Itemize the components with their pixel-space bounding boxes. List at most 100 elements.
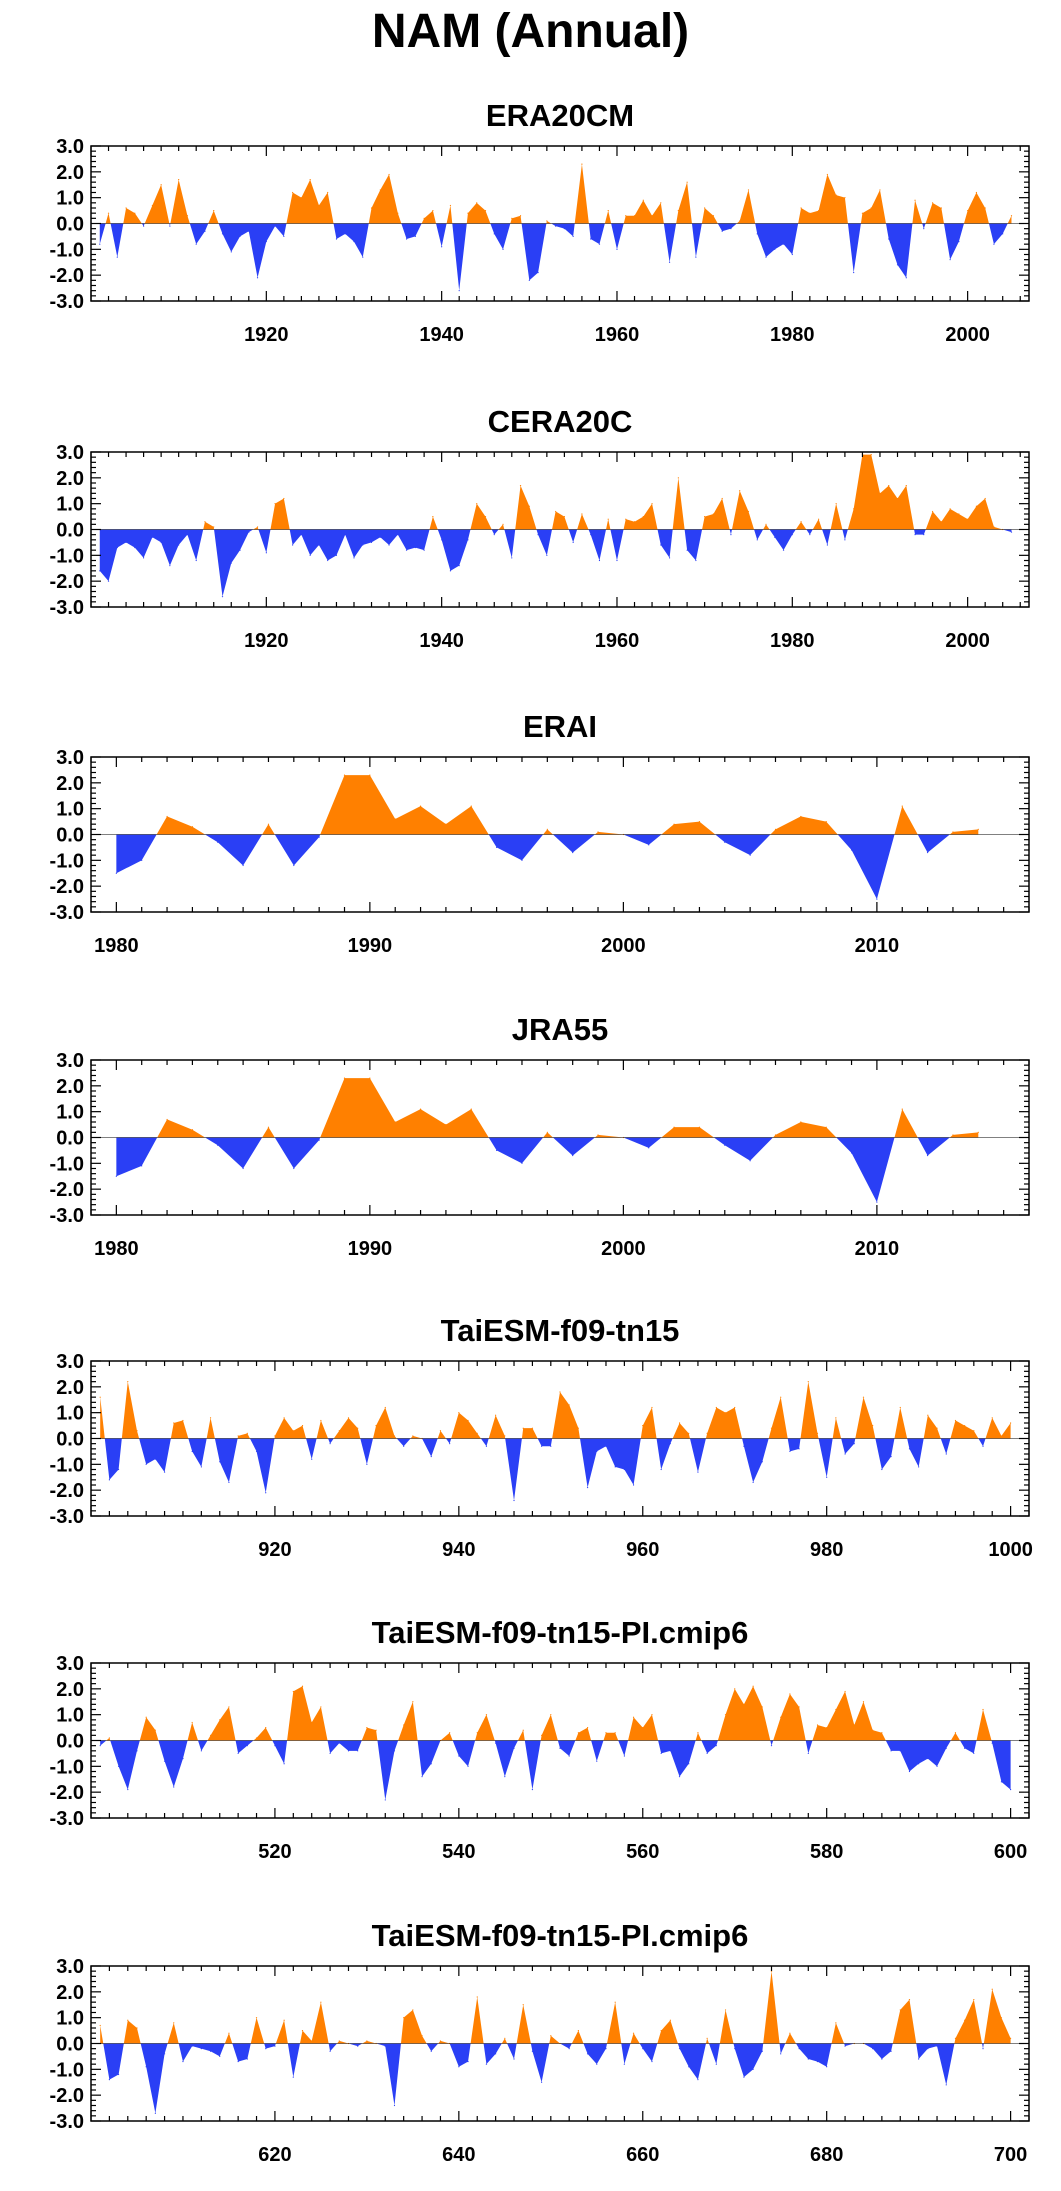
data-point bbox=[800, 207, 802, 209]
data-point bbox=[896, 497, 899, 500]
data-point bbox=[274, 1435, 276, 1437]
data-point bbox=[467, 2060, 469, 2063]
data-point bbox=[940, 521, 942, 523]
data-point bbox=[712, 215, 715, 217]
x-tick-label: 960 bbox=[626, 1539, 659, 1561]
data-point bbox=[954, 1732, 957, 1734]
data-point bbox=[704, 207, 706, 209]
negative-anomaly-area bbox=[100, 1438, 1011, 1501]
data-point bbox=[614, 1466, 616, 1468]
data-point bbox=[335, 238, 338, 240]
data-point bbox=[881, 1732, 883, 1734]
data-point bbox=[439, 1430, 442, 1432]
data-point bbox=[780, 1396, 782, 1398]
positive-anomaly-area bbox=[99, 454, 1012, 530]
data-point bbox=[375, 1729, 377, 1731]
data-point bbox=[905, 277, 907, 279]
data-point bbox=[770, 1427, 773, 1429]
x-tick-label: 1990 bbox=[348, 1238, 393, 1260]
data-point bbox=[384, 1406, 386, 1409]
data-point bbox=[800, 1121, 802, 1123]
data-point bbox=[169, 565, 171, 567]
data-point bbox=[660, 2029, 662, 2032]
data-point bbox=[872, 1424, 874, 1427]
data-point bbox=[405, 238, 408, 240]
data-point bbox=[780, 1716, 782, 1718]
data-point bbox=[721, 230, 723, 232]
data-point bbox=[918, 2058, 920, 2060]
data-point bbox=[546, 554, 548, 556]
nam-panel-7: TaiESM-f09-tn15-PI.cmip6 -3.0 -2.0 -1.0 0.0 1… bbox=[50, 1918, 1030, 2166]
data-point bbox=[265, 2048, 267, 2050]
data-point bbox=[476, 1732, 478, 1734]
data-point bbox=[559, 1391, 561, 1393]
data-point bbox=[749, 854, 751, 856]
x-tick-label: 1980 bbox=[770, 324, 815, 346]
data-point bbox=[1010, 2037, 1012, 2039]
data-point bbox=[1010, 215, 1013, 217]
data-point bbox=[949, 259, 951, 261]
data-point bbox=[926, 1154, 929, 1157]
data-point bbox=[528, 505, 530, 507]
data-point bbox=[493, 233, 495, 235]
data-point bbox=[572, 851, 574, 854]
y-tick-label: 0.0 bbox=[56, 1128, 84, 1150]
data-point bbox=[586, 1726, 589, 1729]
x-tick-label: 540 bbox=[442, 1841, 475, 1863]
y-tick-label: 3.0 bbox=[56, 442, 84, 464]
data-points bbox=[115, 1077, 979, 1203]
data-point bbox=[706, 2037, 708, 2039]
data-point bbox=[577, 2029, 579, 2032]
data-point bbox=[872, 2048, 874, 2050]
data-point bbox=[899, 1406, 901, 1409]
data-point bbox=[908, 1448, 911, 1450]
data-point bbox=[677, 209, 679, 212]
data-point bbox=[688, 1432, 690, 1434]
nam-panel-4: JRA55 -3.0 -2.0 -1.0 0.0 1.0 2.0 3.0 1980 1990 200… bbox=[50, 1012, 1030, 1260]
negative-anomaly-area bbox=[100, 2043, 1011, 2114]
data-point bbox=[818, 518, 820, 520]
data-point bbox=[977, 828, 979, 830]
y-tick-label: 2.0 bbox=[56, 1076, 84, 1098]
data-point bbox=[844, 1453, 846, 1455]
data-point bbox=[923, 228, 925, 230]
data-point bbox=[209, 1417, 212, 1419]
data-point bbox=[669, 1750, 671, 1752]
data-point bbox=[890, 1455, 892, 1458]
data-point bbox=[590, 534, 592, 536]
data-point bbox=[952, 1134, 954, 1136]
x-tick-label: 2000 bbox=[601, 935, 646, 957]
data-point bbox=[439, 2040, 442, 2042]
data-point bbox=[502, 248, 504, 250]
data-point bbox=[531, 1788, 534, 1791]
data-point bbox=[982, 1445, 984, 1447]
data-point bbox=[927, 1757, 929, 1760]
data-point bbox=[712, 513, 715, 515]
data-point bbox=[338, 1742, 340, 1744]
data-point bbox=[311, 2040, 313, 2042]
data-point bbox=[320, 2001, 322, 2003]
data-point bbox=[445, 1123, 447, 1126]
data-point bbox=[108, 2079, 110, 2081]
data-point bbox=[430, 1763, 432, 1765]
data-point bbox=[541, 2081, 543, 2083]
x-tick-label: 980 bbox=[810, 1539, 843, 1561]
data-point bbox=[265, 1492, 267, 1494]
data-point bbox=[879, 189, 881, 191]
data-point bbox=[890, 2050, 892, 2052]
data-point bbox=[412, 1701, 414, 1703]
data-point bbox=[568, 1404, 570, 1406]
data-point bbox=[127, 2019, 129, 2021]
data-point bbox=[127, 1381, 129, 1383]
data-point bbox=[936, 2045, 938, 2047]
data-point bbox=[145, 1463, 147, 1465]
data-point bbox=[896, 264, 899, 266]
data-point bbox=[789, 2032, 791, 2034]
data-point bbox=[484, 515, 487, 518]
data-point bbox=[905, 484, 907, 487]
data-point bbox=[293, 1167, 295, 1170]
data-point bbox=[430, 2050, 432, 2052]
data-point bbox=[623, 1468, 625, 1471]
data-point bbox=[747, 510, 750, 513]
data-point bbox=[467, 1419, 469, 1422]
